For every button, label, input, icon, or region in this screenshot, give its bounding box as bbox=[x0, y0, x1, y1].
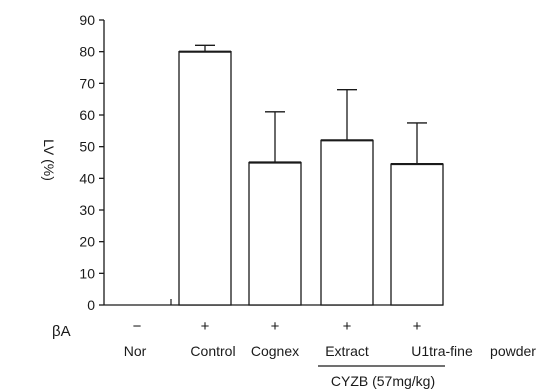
beta-a-symbol: + bbox=[271, 318, 280, 335]
bar-cognex bbox=[249, 163, 301, 306]
beta-a-symbol: + bbox=[201, 318, 210, 335]
y-tick-label: 70 bbox=[79, 75, 95, 91]
bar-control bbox=[179, 52, 231, 305]
y-tick-label: 10 bbox=[79, 265, 95, 281]
beta-a-symbol: + bbox=[343, 318, 352, 335]
bar-u1tra-fine bbox=[391, 164, 443, 305]
y-tick-label: 30 bbox=[79, 202, 95, 218]
bar-extract bbox=[321, 140, 373, 305]
y-tick-label: 20 bbox=[79, 234, 95, 250]
y-tick-label: 40 bbox=[79, 170, 95, 186]
y-tick-label: 50 bbox=[79, 139, 95, 155]
bars bbox=[104, 45, 443, 305]
y-tick-label: 80 bbox=[79, 44, 95, 60]
beta-a-symbol: − bbox=[133, 318, 142, 335]
powder-label: powder bbox=[490, 343, 536, 359]
y-axis: 0 10 20 30 40 50 60 70 80 90 bbox=[79, 12, 104, 313]
beta-a-symbols: − + + + + bbox=[133, 318, 422, 335]
beta-a-label: βA bbox=[52, 323, 71, 340]
y-tick-label: 90 bbox=[79, 12, 95, 28]
category-label-control: Control bbox=[190, 343, 235, 359]
category-label-cognex: Cognex bbox=[251, 343, 299, 359]
y-axis-label: LV (%) bbox=[41, 139, 57, 181]
category-labels: Nor Control Cognex Extract U1tra-fine bbox=[124, 343, 473, 359]
y-tick-label: 0 bbox=[87, 297, 95, 313]
category-label-extract: Extract bbox=[325, 343, 369, 359]
y-tick-label: 60 bbox=[79, 107, 95, 123]
category-label-u1tra-fine: U1tra-fine bbox=[411, 343, 473, 359]
cyzb-group-label: CYZB (57mg/kg) bbox=[331, 373, 435, 389]
beta-a-symbol: + bbox=[413, 318, 422, 335]
category-label-nor: Nor bbox=[124, 343, 147, 359]
